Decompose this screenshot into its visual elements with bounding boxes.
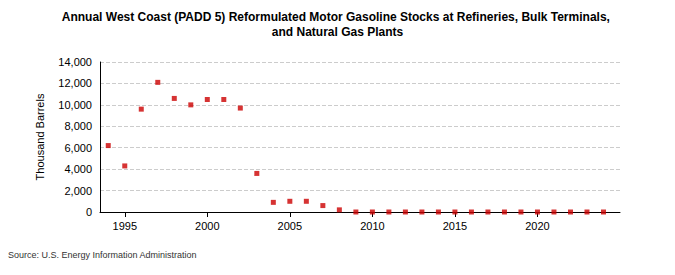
svg-text:12,000: 12,000	[58, 77, 92, 89]
svg-text:Thousand Barrels: Thousand Barrels	[34, 93, 46, 180]
svg-text:0: 0	[86, 206, 92, 218]
svg-text:10,000: 10,000	[58, 99, 92, 111]
svg-text:14,000: 14,000	[58, 56, 92, 68]
svg-text:8,000: 8,000	[64, 120, 92, 132]
svg-text:6,000: 6,000	[64, 142, 92, 154]
svg-text:2,000: 2,000	[64, 185, 92, 197]
svg-text:4,000: 4,000	[64, 163, 92, 175]
svg-text:2010: 2010	[360, 220, 384, 232]
svg-text:2000: 2000	[195, 220, 219, 232]
svg-text:Annual West Coast (PADD 5) Ref: Annual West Coast (PADD 5) Reformulated …	[62, 10, 613, 24]
svg-text:Source: U.S. Energy Informatio: Source: U.S. Energy Information Administ…	[8, 250, 197, 260]
svg-text:and Natural Gas Plants: and Natural Gas Plants	[272, 25, 404, 39]
svg-text:2005: 2005	[278, 220, 302, 232]
svg-text:2015: 2015	[443, 220, 467, 232]
svg-text:2020: 2020	[525, 220, 549, 232]
svg-text:1995: 1995	[113, 220, 137, 232]
